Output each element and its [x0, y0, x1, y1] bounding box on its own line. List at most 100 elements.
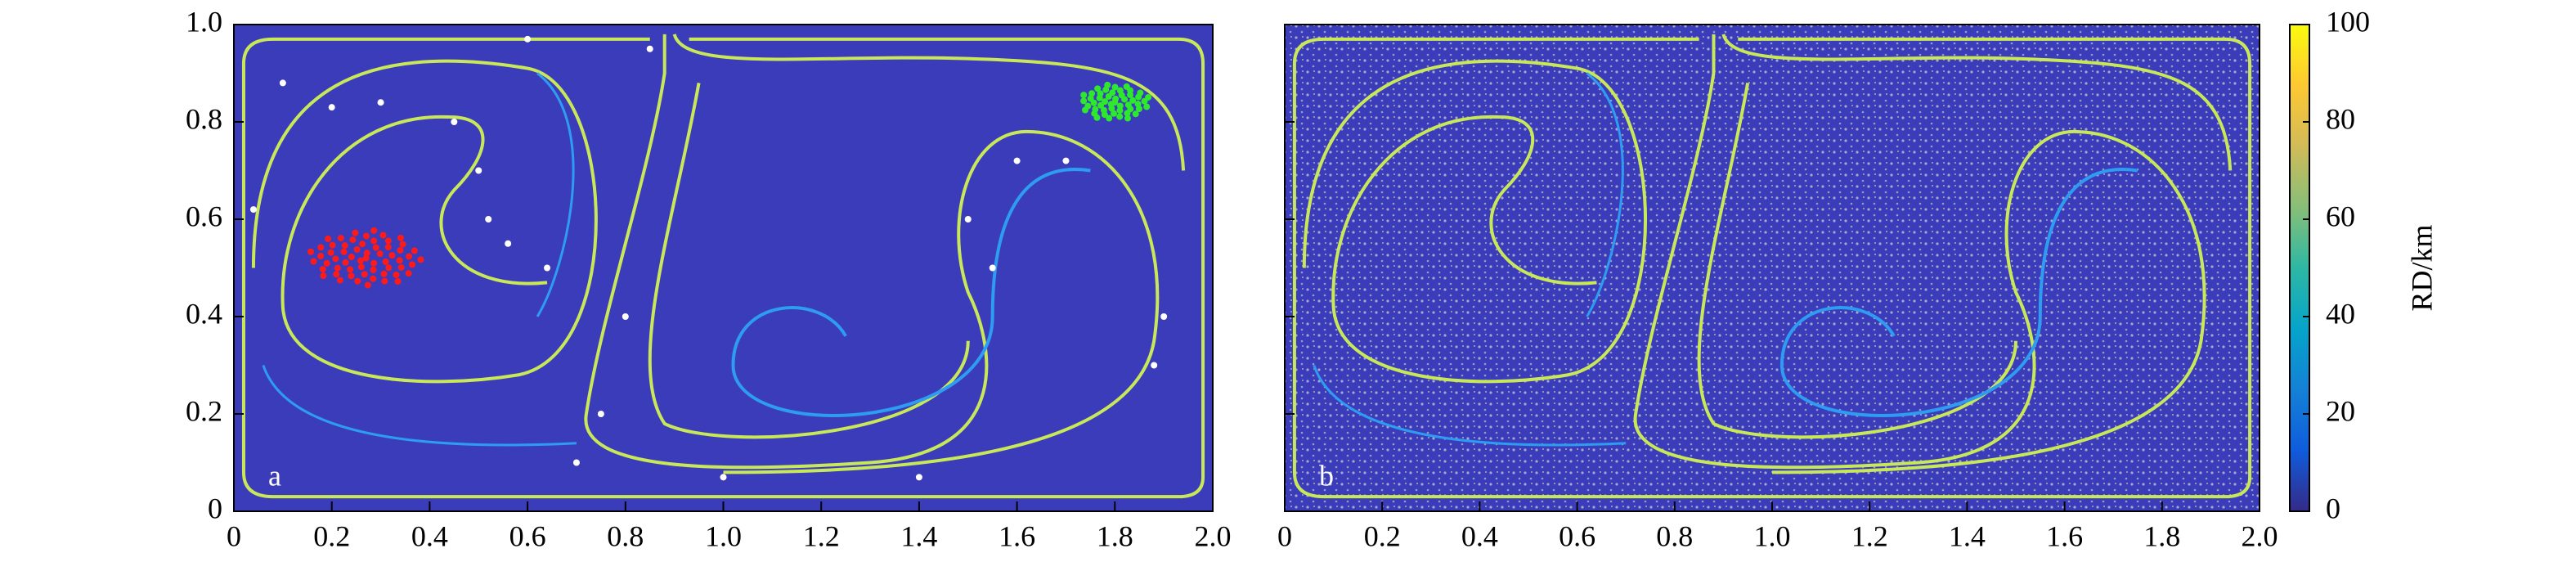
red-particles	[348, 254, 355, 261]
white-particle	[1160, 313, 1168, 320]
red-particles	[317, 244, 325, 251]
red-particles	[394, 277, 402, 285]
red-particles	[363, 250, 370, 257]
colorbar	[2289, 24, 2310, 512]
green-particles	[1145, 93, 1152, 101]
red-particles	[384, 244, 392, 251]
white-particle	[622, 313, 629, 320]
green-particles	[1135, 106, 1142, 113]
x-tick-label: 1.6	[999, 519, 1035, 552]
red-particles	[329, 241, 336, 249]
red-particles	[409, 261, 416, 268]
green-particles	[1111, 83, 1119, 91]
green-particles	[1097, 90, 1104, 97]
x-tick-label: 1.4	[1949, 519, 1986, 552]
red-particles	[370, 266, 377, 273]
red-particles	[376, 250, 384, 258]
white-particle	[505, 240, 512, 247]
colorbar-tick-label: 60	[2326, 200, 2355, 232]
red-particles	[397, 246, 404, 254]
white-particle	[572, 459, 580, 466]
red-particles	[347, 266, 354, 273]
red-particles	[370, 227, 378, 234]
green-particles	[1106, 115, 1113, 122]
green-particles	[1087, 95, 1094, 102]
x-tick-label: 0	[1277, 519, 1292, 552]
red-particles	[353, 245, 361, 253]
x-tick-label: 1.0	[1754, 519, 1791, 552]
red-particles	[349, 236, 357, 244]
green-particles	[1080, 97, 1088, 105]
colorbar-tick-label: 20	[2326, 394, 2355, 427]
green-particles	[1123, 83, 1130, 90]
y-tick-label: 1.0	[186, 5, 222, 38]
white-particle	[279, 79, 286, 87]
y-tick-label: 0.2	[186, 394, 222, 427]
red-particles	[342, 259, 349, 266]
red-particles	[336, 277, 343, 284]
panel-label: a	[268, 459, 281, 492]
green-particles	[1143, 103, 1151, 110]
white-particle	[451, 119, 458, 125]
red-particles	[319, 266, 326, 273]
red-particles	[372, 244, 379, 251]
x-tick-label: 2.0	[1195, 519, 1232, 552]
red-particles	[396, 257, 403, 264]
green-particles	[1111, 110, 1118, 117]
y-tick-label: 0.6	[186, 200, 222, 232]
heatmap-field	[234, 25, 1213, 511]
green-particles	[1081, 106, 1088, 114]
red-particles	[385, 264, 393, 272]
field-background	[234, 25, 1213, 511]
white-particle	[915, 474, 922, 481]
red-particles	[406, 253, 413, 260]
red-particles	[361, 271, 368, 278]
red-particles	[417, 256, 424, 263]
x-tick-label: 1.2	[1851, 519, 1888, 552]
red-particles	[359, 241, 366, 248]
x-tick-label: 0.4	[411, 519, 448, 552]
green-particles	[1108, 105, 1115, 112]
x-tick-label: 0.8	[607, 519, 644, 552]
red-particles	[364, 281, 371, 289]
x-tick-label: 1.8	[1097, 519, 1133, 552]
green-particles	[1109, 89, 1116, 97]
red-particles	[405, 270, 412, 277]
white-particle	[1062, 157, 1070, 164]
red-particles	[393, 271, 400, 278]
red-particles	[357, 257, 364, 264]
white-particle	[524, 35, 532, 43]
white-particle	[485, 216, 492, 223]
red-particles	[370, 275, 377, 282]
red-particles	[307, 248, 314, 255]
white-particle	[249, 206, 257, 214]
red-particles	[348, 272, 355, 280]
colorbar-tick-label: 0	[2326, 492, 2340, 524]
red-particles	[397, 234, 404, 241]
x-tick-label: 0.6	[1559, 519, 1595, 552]
x-tick-label: 2.0	[2242, 519, 2278, 552]
white-particle	[475, 167, 482, 174]
white-particle	[720, 474, 727, 481]
x-tick-label: 0.6	[509, 519, 546, 552]
green-particles	[1116, 113, 1124, 120]
red-particles	[384, 237, 392, 245]
red-particles	[310, 258, 317, 265]
red-particles	[354, 277, 361, 285]
red-particles	[325, 235, 332, 242]
red-particles	[352, 229, 359, 236]
green-particles	[1101, 111, 1108, 119]
red-particles	[357, 263, 365, 271]
panel-label: b	[1319, 459, 1334, 492]
red-particles	[379, 232, 387, 239]
green-particles	[1097, 101, 1105, 109]
white-particle	[544, 264, 551, 272]
white-particle	[597, 411, 604, 417]
red-particles	[332, 255, 339, 263]
red-particles	[334, 264, 341, 272]
red-particles	[370, 259, 378, 267]
colorbar-tick-label: 80	[2326, 102, 2355, 135]
red-particles	[362, 232, 370, 240]
white-particle	[377, 99, 384, 106]
